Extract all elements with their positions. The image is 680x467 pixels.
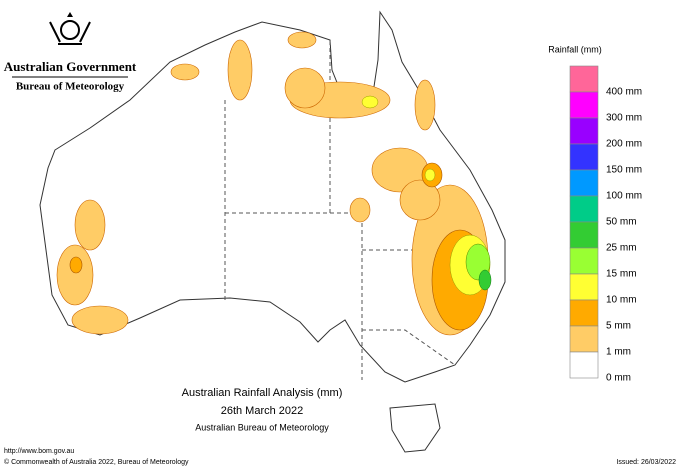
legend-swatch <box>569 143 599 171</box>
legend-label: 0 mm <box>606 373 631 384</box>
legend-swatch <box>569 221 599 249</box>
legend-label: 100 mm <box>606 191 642 202</box>
coat-of-arms <box>49 12 91 45</box>
legend-label: 15 mm <box>606 269 637 280</box>
rainfall-areas <box>56 31 492 336</box>
header-subtitle: Bureau of Meteorology <box>16 81 125 93</box>
legend-swatch <box>569 351 599 379</box>
website: http://www.bom.gov.au <box>4 448 74 455</box>
header-title: Australian Government <box>4 59 137 74</box>
australia-map <box>39 10 506 453</box>
legend-label: 1 mm <box>606 347 631 358</box>
legend-title: Rainfall (mm) <box>548 44 602 54</box>
legend-swatch <box>569 195 599 223</box>
tasmania-coast <box>389 403 441 453</box>
map-date: 26th March 2022 <box>221 405 304 417</box>
legend-label: 25 mm <box>606 243 637 254</box>
legend-label: 400 mm <box>606 87 642 98</box>
map-source: Australian Bureau of Meteorology <box>195 422 329 432</box>
legend-swatch <box>569 325 599 353</box>
legend-swatch <box>569 299 599 327</box>
issued-date: Issued: 26/03/2022 <box>616 459 676 466</box>
legend-swatch <box>569 117 599 145</box>
legend-label: 5 mm <box>606 321 631 332</box>
legend-label: 300 mm <box>606 113 642 124</box>
legend-swatch <box>569 65 599 93</box>
legend-label: 50 mm <box>606 217 637 228</box>
legend: 400 mm 300 mm 200 mm 150 mm 100 mm 50 mm 25 mm… <box>569 65 642 384</box>
legend-label: 10 mm <box>606 295 637 306</box>
legend-swatch <box>569 247 599 275</box>
legend-swatch <box>569 91 599 119</box>
legend-swatch <box>569 169 599 197</box>
legend-label: 150 mm <box>606 165 642 176</box>
legend-label: 200 mm <box>606 139 642 150</box>
legend-swatch <box>569 273 599 301</box>
map-title: Australian Rainfall Analysis (mm) <box>182 387 343 399</box>
copyright: © Commonwealth of Australia 2022, Bureau… <box>4 458 189 466</box>
